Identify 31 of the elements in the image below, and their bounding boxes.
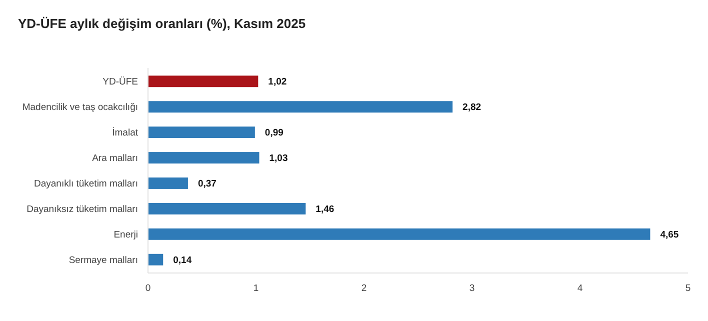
data-label: 0,14: [173, 254, 192, 266]
x-tick-label: 2: [361, 283, 367, 294]
bar: [148, 152, 260, 164]
data-label: 4,65: [660, 229, 680, 240]
y-tick-label: Enerji: [114, 229, 138, 240]
bar: [148, 178, 188, 189]
y-tick-label: YD-ÜFE: [102, 76, 138, 88]
data-label: 0,99: [264, 128, 284, 139]
bar: [148, 126, 255, 138]
y-tick-label: Sermaye malları: [68, 254, 138, 266]
data-label: 2,82: [462, 102, 482, 114]
data-label: 1,46: [316, 204, 334, 216]
chart-title: YD-ÜFE aylık değişim oranları (%), Kasım 2025: [18, 16, 306, 31]
x-tick-label: 3: [469, 283, 475, 294]
x-tick-label: 5: [685, 283, 691, 294]
data-label: 1,03: [269, 153, 288, 164]
y-tick-label: İmalat: [112, 126, 138, 139]
y-tick-label: Ara malları: [92, 153, 138, 164]
bar: [148, 76, 258, 88]
y-tick-label: Madencilik ve taş ocakcılığı: [22, 102, 138, 114]
y-tick-label: Dayanıklı tüketim malları: [34, 178, 138, 190]
data-label: 1,02: [268, 76, 287, 88]
y-tick-label: Dayanıksız tüketim malları: [26, 204, 138, 216]
bar: [148, 101, 453, 113]
bar: [148, 202, 306, 214]
x-tick-label: 4: [577, 283, 583, 294]
bar: [148, 254, 164, 266]
x-tick-label: 0: [145, 283, 151, 294]
bar: [148, 228, 650, 240]
x-tick-label: 1: [253, 283, 259, 294]
data-label: 0,37: [198, 178, 216, 190]
